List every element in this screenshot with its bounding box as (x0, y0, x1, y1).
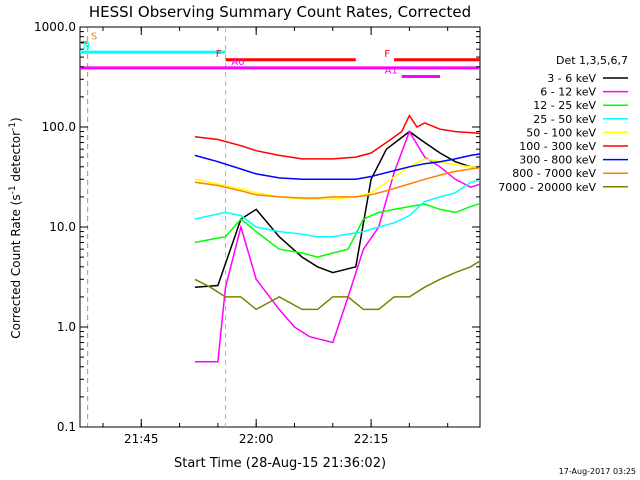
legend-label: 800 - 7000 keV (512, 167, 596, 180)
legend-label: 300 - 800 keV (519, 154, 596, 167)
legend-label: 12 - 25 keV (533, 99, 596, 112)
x-tick-label: 21:45 (124, 432, 159, 446)
legend-label: 100 - 300 keV (519, 140, 596, 153)
y-axis-label: Corrected Count Rate (s-1 detector-1) (8, 117, 23, 338)
y-tick-label: 10.0 (49, 220, 76, 234)
flag-label: F (216, 49, 222, 60)
legend-label: 6 - 12 keV (540, 86, 596, 99)
flag-label: S (91, 31, 97, 42)
legend-title: Det 1,3,5,6,7 (556, 54, 628, 67)
axes: 21:45 22:00 22:15 1000.0 100.0 10.0 1.0 0.1 (34, 20, 480, 446)
series-line (194, 260, 480, 311)
flag-label: N (83, 41, 90, 52)
y-tick-label: 1000.0 (34, 20, 76, 34)
series-line (194, 114, 480, 160)
legend-label: 7000 - 20000 keV (498, 181, 596, 194)
chart-title: HESSI Observing Summary Count Rates, Cor… (89, 3, 471, 21)
series-line (194, 179, 480, 238)
series-line (194, 166, 480, 199)
flag-label: A1 (385, 65, 398, 76)
flag-bars: SNNFFA0A1 (80, 31, 480, 78)
x-tick-label: 22:15 (354, 432, 389, 446)
series-line (194, 153, 480, 181)
x-axis-label: Start Time (28-Aug-15 21:36:02) (174, 456, 386, 471)
series-line (194, 130, 480, 288)
y-tick-label: 100.0 (42, 120, 76, 134)
series-line (194, 202, 480, 258)
legend-label: 50 - 100 keV (526, 126, 596, 139)
legend-label: 25 - 50 keV (533, 113, 596, 126)
series-lines (194, 114, 480, 363)
plot-frame (79, 26, 481, 428)
y-tick-label: 1.0 (57, 320, 76, 334)
flag-label: F (384, 49, 390, 60)
flag-label: A0 (231, 57, 244, 68)
x-tick-label: 22:00 (239, 432, 274, 446)
footer-timestamp: 17-Aug-2017 03:25 (559, 467, 636, 476)
series-line (194, 129, 480, 363)
legend-label: 3 - 6 keV (547, 72, 596, 85)
y-tick-label: 0.1 (57, 420, 76, 434)
